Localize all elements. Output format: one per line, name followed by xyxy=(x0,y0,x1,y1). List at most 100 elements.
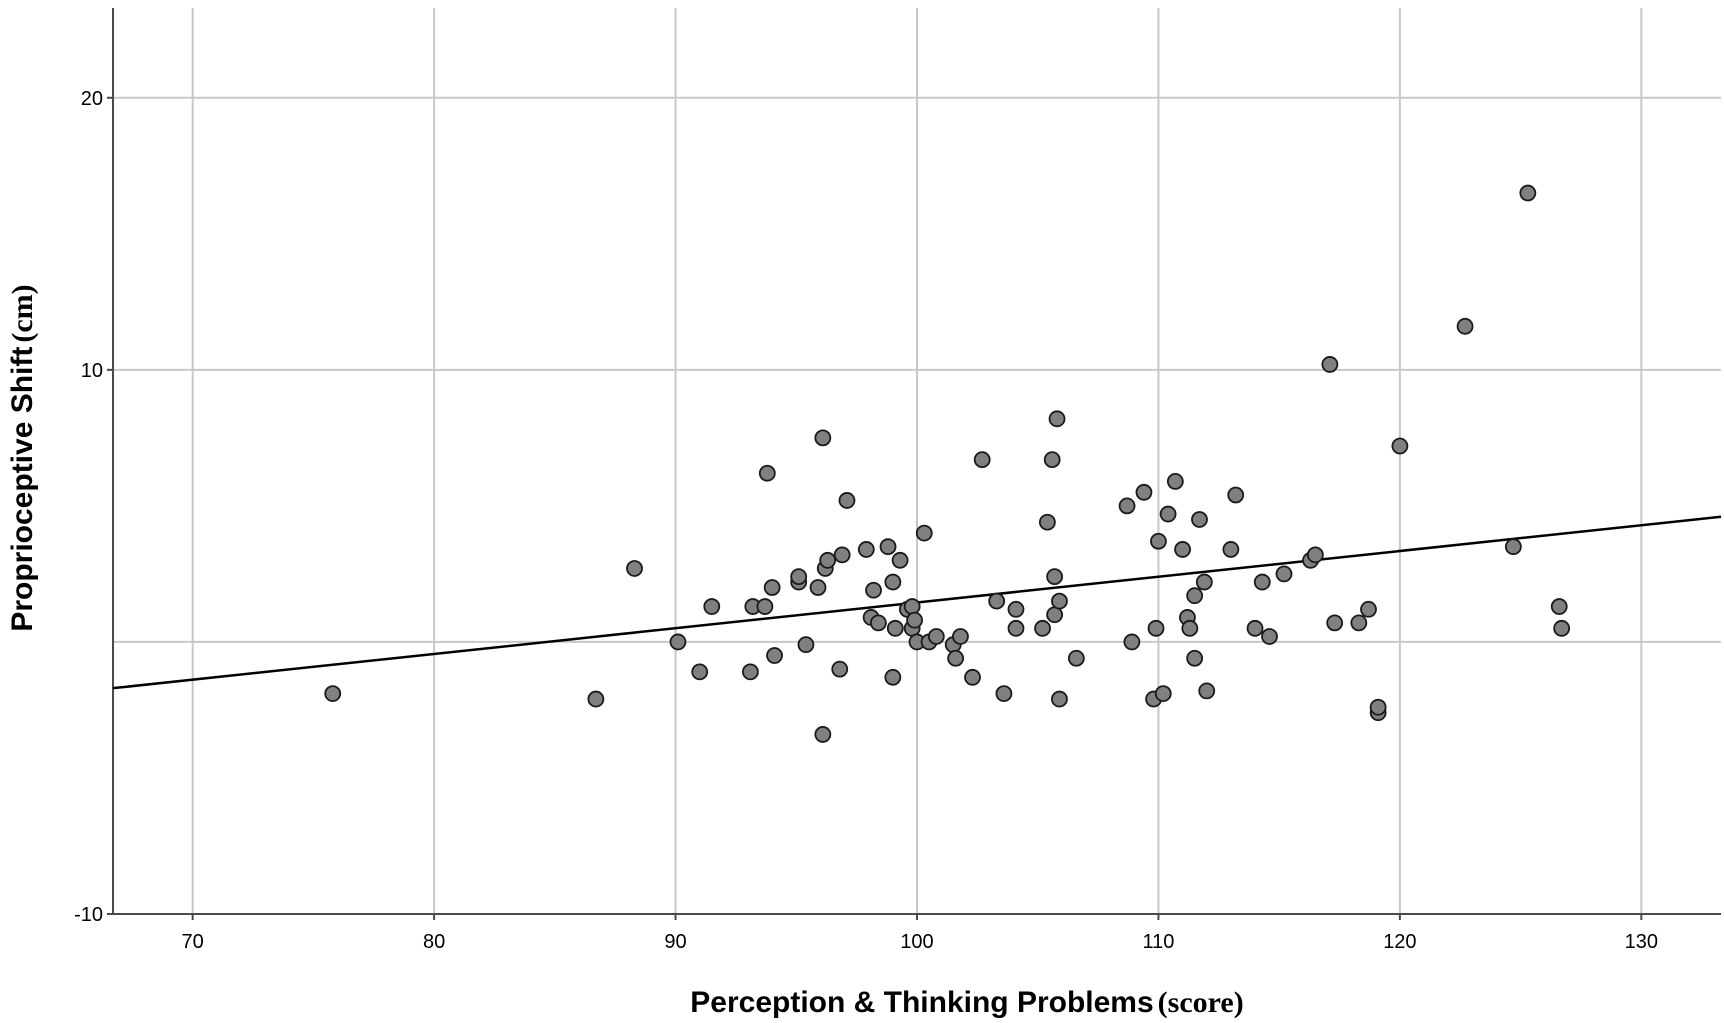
data-point xyxy=(915,524,933,542)
data-point xyxy=(1048,410,1066,428)
data-point xyxy=(1360,600,1377,618)
data-point xyxy=(756,598,774,615)
data-point xyxy=(809,579,827,596)
data-point xyxy=(324,685,342,703)
data-point xyxy=(1051,592,1068,610)
data-point xyxy=(927,628,945,645)
data-point xyxy=(587,690,605,708)
data-point xyxy=(1222,541,1240,558)
data-point xyxy=(1007,619,1025,637)
data-point xyxy=(1034,619,1051,637)
data-point xyxy=(1191,511,1208,528)
axes xyxy=(107,8,1721,920)
data-point xyxy=(891,551,909,569)
data-point xyxy=(758,464,776,482)
data-point xyxy=(1186,587,1204,605)
data-point xyxy=(947,649,965,667)
y-axis-title: Proprioceptive Shift (cm) xyxy=(6,284,39,631)
data-point xyxy=(1504,538,1522,556)
data-point xyxy=(1118,497,1136,515)
data-point xyxy=(766,647,783,664)
points-layer xyxy=(324,184,1571,743)
grid xyxy=(113,8,1721,914)
data-point xyxy=(903,598,921,615)
data-point xyxy=(1046,568,1064,586)
data-point xyxy=(1007,600,1025,618)
y-tick-label: 10 xyxy=(81,360,103,382)
data-point xyxy=(1186,649,1204,667)
y-tick-label: 20 xyxy=(81,88,103,110)
x-tick-label: 70 xyxy=(182,931,204,953)
data-point xyxy=(1135,483,1153,501)
data-point xyxy=(1147,619,1165,637)
data-point xyxy=(626,560,643,577)
data-point xyxy=(1350,614,1368,632)
data-point xyxy=(995,685,1013,703)
data-point xyxy=(1519,184,1537,202)
y-axis-title-unit: (cm) xyxy=(6,284,39,342)
data-point xyxy=(831,660,849,678)
data-point xyxy=(964,668,981,686)
data-point xyxy=(797,636,815,654)
x-tick-labels: 70 80 90 100 110 120 130 xyxy=(182,931,1658,953)
data-point xyxy=(884,668,902,686)
data-point xyxy=(906,611,923,629)
data-point xyxy=(1227,486,1245,504)
data-point xyxy=(1198,682,1216,700)
data-point xyxy=(1369,698,1387,716)
x-tick-label: 120 xyxy=(1383,931,1416,953)
data-point xyxy=(814,429,832,447)
data-point xyxy=(973,451,991,469)
y-tick-label: -10 xyxy=(74,904,103,926)
data-point xyxy=(1159,505,1177,523)
data-point xyxy=(884,573,902,591)
data-point xyxy=(669,633,687,651)
data-point xyxy=(1306,546,1324,564)
y-tick-labels: -10 10 20 xyxy=(74,88,103,926)
data-point xyxy=(1261,628,1278,645)
data-point xyxy=(1150,532,1167,550)
data-point xyxy=(1321,356,1339,373)
data-point xyxy=(1038,513,1056,531)
data-point xyxy=(1195,573,1213,591)
data-point xyxy=(1154,685,1172,703)
data-point xyxy=(819,551,837,569)
x-axis-title-main: Perception & Thinking Problems xyxy=(690,986,1153,1019)
data-point xyxy=(1253,573,1271,591)
data-point xyxy=(814,726,832,743)
data-point xyxy=(833,546,851,564)
data-point xyxy=(952,628,969,645)
data-point xyxy=(1166,473,1184,490)
data-point xyxy=(857,541,875,558)
data-point xyxy=(1550,598,1568,615)
data-point xyxy=(742,663,759,681)
data-point xyxy=(763,579,781,596)
data-point xyxy=(838,492,856,509)
data-point xyxy=(869,614,887,632)
data-point xyxy=(1123,633,1141,651)
data-point xyxy=(703,598,721,615)
data-point xyxy=(1043,451,1061,469)
data-point xyxy=(879,538,897,556)
data-point xyxy=(1246,619,1264,637)
data-point xyxy=(1174,541,1191,558)
data-point xyxy=(1326,614,1344,632)
x-tick-label: 110 xyxy=(1142,931,1174,953)
data-point xyxy=(988,592,1006,610)
data-point xyxy=(886,619,904,637)
x-axis-title-unit: (score) xyxy=(1158,986,1244,1019)
data-point xyxy=(1181,619,1199,637)
x-tick-label: 130 xyxy=(1625,931,1658,953)
x-tick-label: 100 xyxy=(900,931,933,953)
data-point xyxy=(1391,437,1409,455)
data-point xyxy=(1051,690,1068,708)
x-tick-label: 90 xyxy=(664,931,686,953)
data-point xyxy=(790,568,808,586)
data-point xyxy=(865,581,882,599)
y-axis-title-main: Proprioceptive Shift xyxy=(6,347,39,632)
data-point xyxy=(691,663,709,681)
data-point xyxy=(1067,649,1085,667)
data-point xyxy=(1553,619,1571,637)
